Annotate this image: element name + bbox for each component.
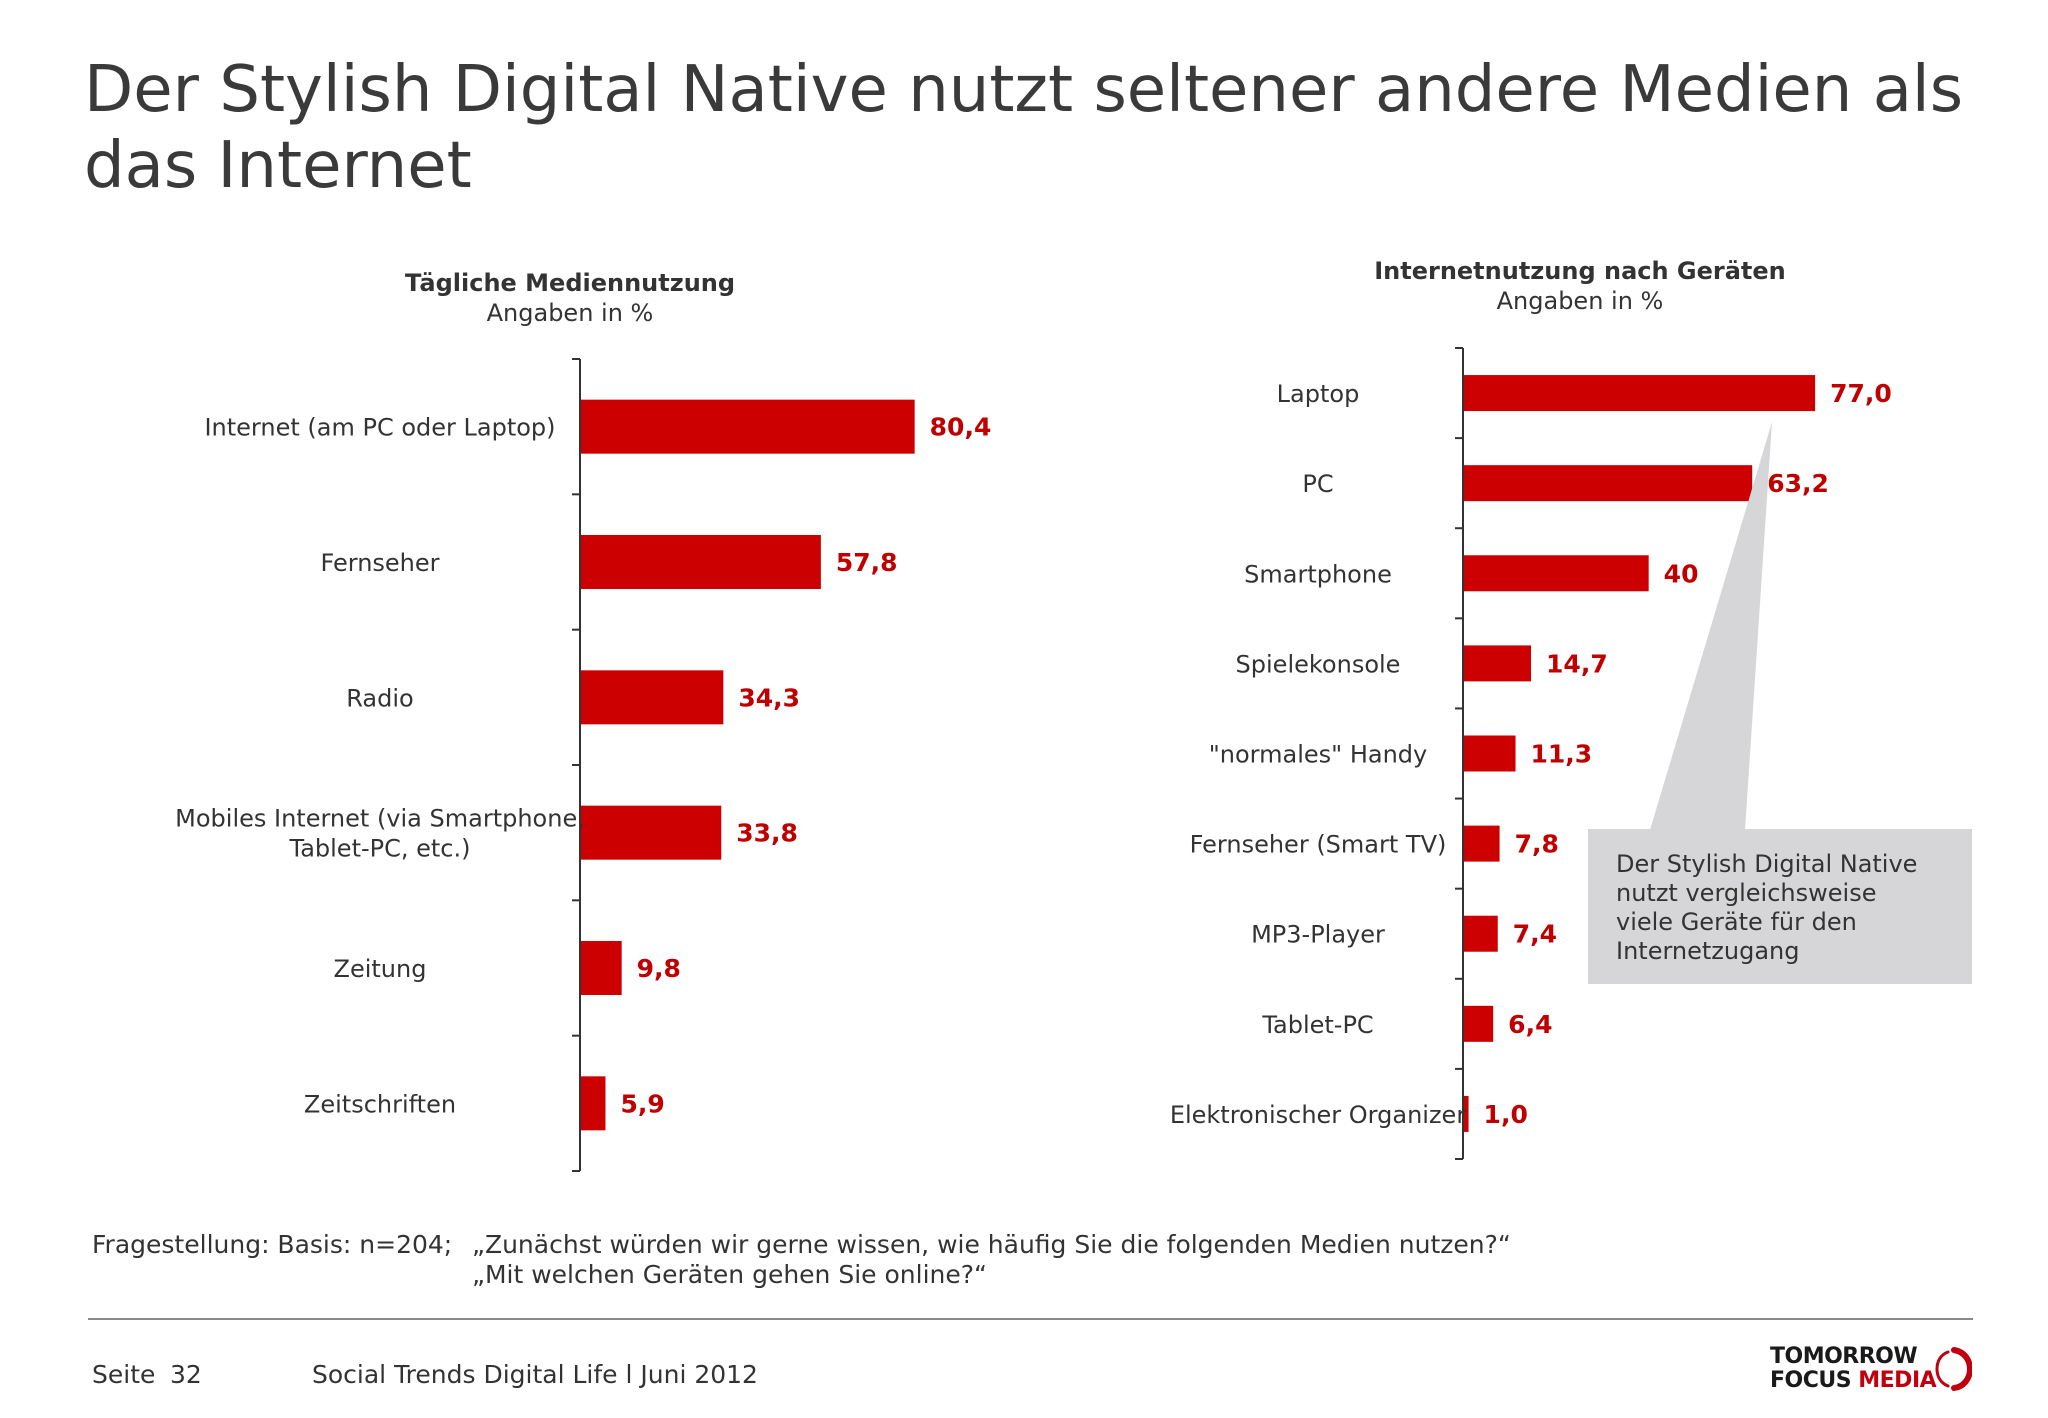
chart-subtitle: Angaben in % [487, 299, 654, 327]
bar [1464, 1095, 1469, 1132]
bar-value-label: 1,0 [1484, 1100, 1528, 1129]
logo-line-1: TOMORROW [1770, 1344, 1918, 1369]
bar-value-label: 33,8 [736, 819, 798, 848]
category-label: Internet (am PC oder Laptop) [204, 414, 555, 442]
page-number: 32 [170, 1360, 202, 1389]
bar [581, 399, 915, 454]
category-label: Elektronischer Organizer [1170, 1101, 1467, 1129]
bar [1464, 465, 1753, 502]
bar [581, 941, 622, 995]
callout-text: Der Stylish Digital Native nutzt vergleic… [1616, 850, 1917, 965]
question-1: „Zunächst würden wir gerne wissen, wie h… [472, 1230, 1511, 1259]
category-label: Mobiles Internet (via Smartphone, Tablet-… [175, 805, 585, 863]
bar [1464, 375, 1816, 412]
footer-divider [88, 1318, 1973, 1320]
chart-area: Tägliche Mediennutzung Angaben in % 80,4… [175, 257, 1972, 1172]
category-label: Fernseher [320, 549, 439, 577]
bar [581, 670, 724, 725]
bar-value-label: 57,8 [836, 548, 898, 577]
category-label: Zeitung [334, 955, 427, 983]
page-title: Der Stylish Digital Native nutzt seltene… [84, 53, 1964, 203]
bar-value-label: 40 [1664, 559, 1699, 588]
logo-line-2: FOCUS MEDIA [1770, 1368, 1937, 1393]
question-label: Fragestellung: Basis: n=204; [92, 1230, 453, 1259]
logo-media: MEDIA [1858, 1368, 1937, 1393]
question-2: „Mit welchen Geräten gehen Sie online?“ [472, 1260, 987, 1289]
category-label: Laptop [1277, 380, 1360, 408]
bar [1464, 645, 1532, 682]
callout-box [1588, 829, 1972, 984]
category-label: Radio [346, 684, 413, 712]
bar-value-label: 77,0 [1830, 379, 1892, 408]
category-label: Smartphone [1244, 560, 1392, 588]
bar-value-label: 7,4 [1513, 920, 1557, 949]
bar [581, 1076, 606, 1131]
bar [1464, 735, 1516, 772]
chart-subtitle: Angaben in % [1497, 287, 1664, 315]
annotation-callout: Der Stylish Digital Native nutzt vergleic… [1588, 422, 1972, 984]
chart-title: Internetnutzung nach Geräten [1374, 257, 1786, 285]
bar-value-label: 9,8 [637, 954, 681, 983]
category-label: Tablet-PC [1261, 1011, 1373, 1039]
chart-title: Tägliche Mediennutzung [405, 269, 735, 297]
category-label: PC [1302, 470, 1333, 498]
bar-value-label: 14,7 [1546, 649, 1608, 678]
bar [581, 805, 722, 860]
page-label: Seite [92, 1360, 156, 1389]
bar [1464, 555, 1649, 592]
bar-value-label: 6,4 [1508, 1010, 1552, 1039]
logo-focus: FOCUS [1770, 1368, 1852, 1393]
callout-pointer [1650, 422, 1772, 830]
company-logo: TOMORROW FOCUS MEDIA [1770, 1344, 1980, 1394]
bar [581, 535, 821, 589]
chart-daily-media-usage: Tägliche Mediennutzung Angaben in % 80,4… [175, 269, 992, 1172]
category-label: Spielekonsole [1236, 650, 1401, 678]
bar-value-label: 5,9 [620, 1089, 664, 1118]
bar [1464, 825, 1500, 862]
bar-value-label: 63,2 [1767, 469, 1829, 498]
chart-internet-by-device: Internetnutzung nach Geräten Angaben in … [1170, 257, 1972, 1160]
bar-value-label: 7,8 [1515, 830, 1559, 859]
bar [1464, 915, 1498, 952]
report-title: Social Trends Digital Life l Juni 2012 [312, 1360, 758, 1389]
logo-ring-icon [1935, 1347, 1972, 1391]
category-label: MP3-Player [1251, 921, 1385, 949]
bar [1464, 1005, 1494, 1042]
bar-value-label: 80,4 [930, 413, 992, 442]
bar-value-label: 34,3 [738, 683, 800, 712]
category-label: Zeitschriften [304, 1090, 456, 1118]
category-label: Fernseher (Smart TV) [1190, 831, 1447, 859]
category-label: "normales" Handy [1209, 741, 1427, 769]
bar-value-label: 11,3 [1531, 740, 1593, 769]
